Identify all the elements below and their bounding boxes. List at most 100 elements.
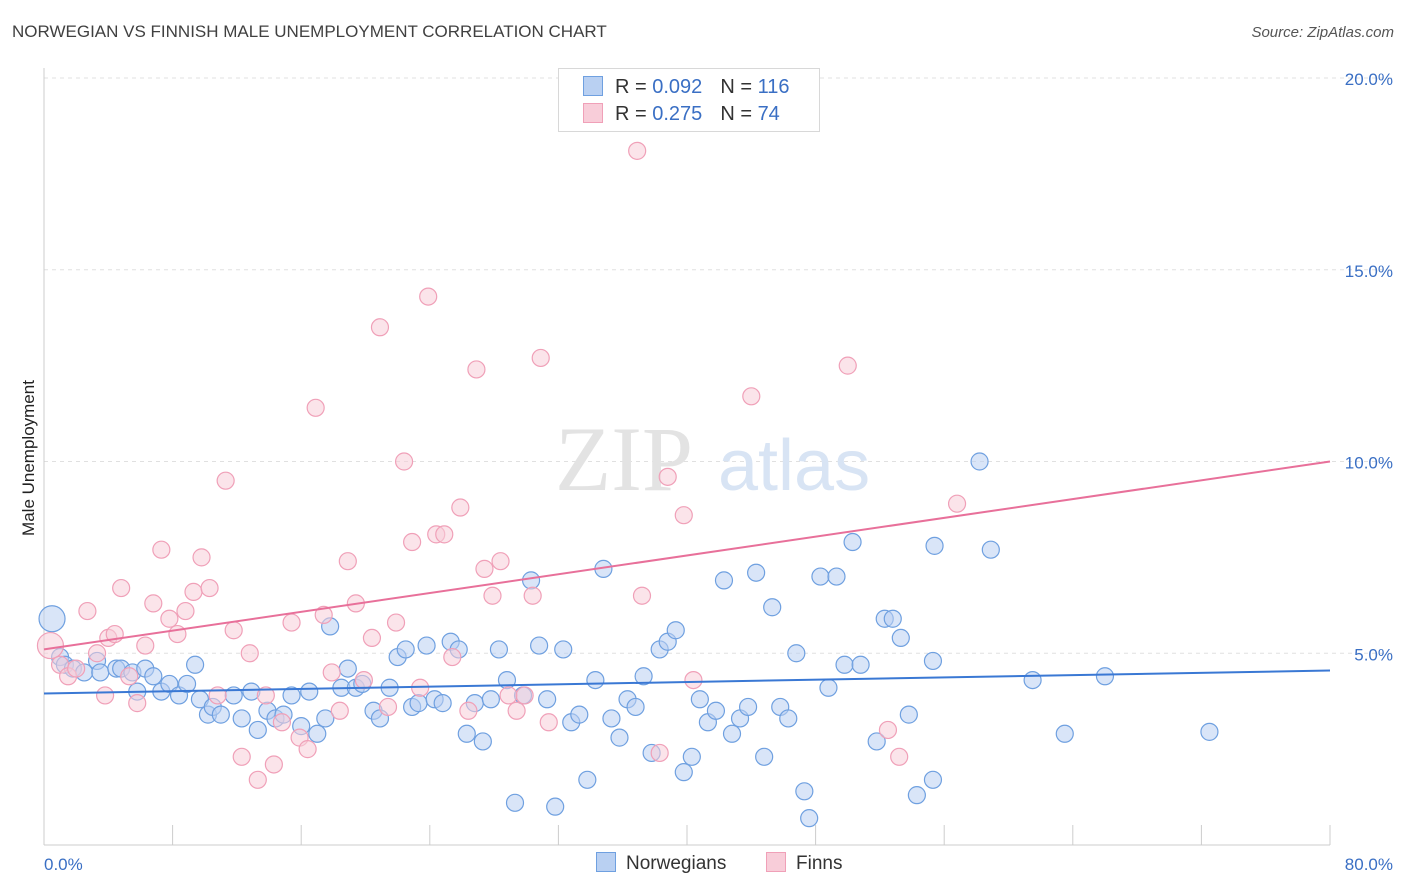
finns-point xyxy=(272,713,292,732)
norwegians-point xyxy=(144,667,163,686)
norwegians-point xyxy=(634,667,653,686)
finns-point xyxy=(248,770,267,789)
finns-point xyxy=(467,360,486,379)
finns-legend-label: Finns xyxy=(796,853,843,874)
norwegians-point xyxy=(38,605,66,633)
finns-point xyxy=(128,694,147,713)
r-label: R = xyxy=(615,76,647,98)
finns-point xyxy=(314,605,333,625)
chart-title: NORWEGIAN VS FINNISH MALE UNEMPLOYMENT C… xyxy=(12,22,607,41)
norwegians-point xyxy=(177,674,197,694)
x-tick-label-max: 80.0% xyxy=(1345,855,1393,874)
norwegians-point xyxy=(473,732,492,751)
norwegians-point xyxy=(396,640,415,659)
finns-point xyxy=(120,667,139,686)
norwegians-point xyxy=(521,571,541,590)
watermark: ZIP atlas xyxy=(555,408,870,510)
norwegians-point xyxy=(819,678,838,697)
norwegians-point xyxy=(925,536,944,555)
norwegians-point xyxy=(690,690,709,709)
finns-point xyxy=(362,628,382,648)
finns-point xyxy=(354,670,373,690)
norwegians-point xyxy=(867,732,886,751)
finns-point xyxy=(628,141,647,160)
norwegians-point xyxy=(610,728,629,747)
norwegians-point xyxy=(489,640,509,659)
watermark-atlas: atlas xyxy=(718,426,870,506)
norwegians-point xyxy=(578,770,597,789)
finns-point xyxy=(256,686,275,705)
norwegians-point xyxy=(970,452,989,471)
norwegians-point xyxy=(755,747,774,766)
norwegians-point xyxy=(316,709,335,728)
n-value-norwegians: 116 xyxy=(757,76,790,98)
n-value-finns: 74 xyxy=(757,103,780,125)
trend-lines xyxy=(43,460,1331,695)
norwegians-point xyxy=(211,705,230,724)
norwegians-point xyxy=(899,705,918,724)
norwegians-point xyxy=(827,567,846,586)
correlation-legend: R = 0.092 N = 116 R = 0.275 N = 74 xyxy=(558,68,820,132)
norwegians-point xyxy=(800,809,819,828)
norwegians-point xyxy=(91,663,110,682)
norwegians-point xyxy=(1055,724,1074,743)
norwegians-point xyxy=(907,786,926,805)
norwegians-point xyxy=(338,659,357,678)
finns-point xyxy=(947,494,967,513)
norwegians-point xyxy=(666,621,685,640)
finns-point xyxy=(443,647,462,667)
norwegians-point xyxy=(787,644,806,663)
finns-point xyxy=(78,601,97,621)
finns-point xyxy=(87,644,107,663)
finns-point xyxy=(742,387,761,406)
y-tick-label: 10.0% xyxy=(1345,454,1393,473)
norwegians-swatch xyxy=(583,76,603,96)
finns-point xyxy=(838,356,857,375)
watermark-zip: ZIP xyxy=(555,408,693,510)
norwegians-legend-label: Norwegians xyxy=(626,853,727,874)
norwegians-point xyxy=(811,567,830,586)
finns-point xyxy=(224,621,243,640)
legend-row-finns: R = 0.275 N = 74 xyxy=(583,103,780,125)
finns-point xyxy=(531,348,550,368)
y-tick-label: 15.0% xyxy=(1345,262,1393,281)
finns-point xyxy=(338,552,357,571)
legend-item-finns[interactable]: Finns xyxy=(766,852,842,875)
norwegians-point xyxy=(457,724,476,743)
norwegians-point xyxy=(1095,667,1115,686)
norwegians-point xyxy=(795,782,814,801)
finns-point xyxy=(523,586,542,605)
norwegians-point xyxy=(417,636,436,655)
n-label: N = xyxy=(720,103,752,125)
finns-point xyxy=(184,582,203,601)
norwegians-point xyxy=(891,628,910,648)
finns-point xyxy=(650,743,669,763)
finns-point xyxy=(394,452,414,471)
norwegians-point xyxy=(308,724,327,743)
finns-point xyxy=(330,701,349,720)
finns-point xyxy=(378,697,398,717)
norwegians-point xyxy=(433,694,452,713)
finns-point xyxy=(507,701,526,720)
finns-point xyxy=(475,559,494,578)
finns-point xyxy=(67,659,86,678)
finns-point xyxy=(459,701,478,720)
finns-point xyxy=(483,586,502,605)
finns-point xyxy=(176,601,195,621)
axis-labels: 5.0% 10.0% 15.0% 20.0% 0.0% 80.0% Male Unemplo… xyxy=(19,70,1393,874)
norwegians-point xyxy=(505,793,525,812)
legend-row-norwegians: R = 0.092 N = 116 xyxy=(583,76,789,98)
norwegians-point xyxy=(546,797,565,816)
norwegians-point xyxy=(738,697,758,717)
finns-point xyxy=(95,686,115,705)
finns-point xyxy=(515,686,534,705)
legend-item-norwegians[interactable]: Norwegians xyxy=(596,852,726,875)
norwegians-point xyxy=(481,690,500,709)
finns-point xyxy=(264,755,283,774)
finns-point xyxy=(144,594,163,613)
finns-point xyxy=(658,467,677,486)
norwegians-point xyxy=(883,609,902,628)
norwegians-point xyxy=(409,694,428,713)
r-value-finns: 0.275 xyxy=(652,103,703,125)
